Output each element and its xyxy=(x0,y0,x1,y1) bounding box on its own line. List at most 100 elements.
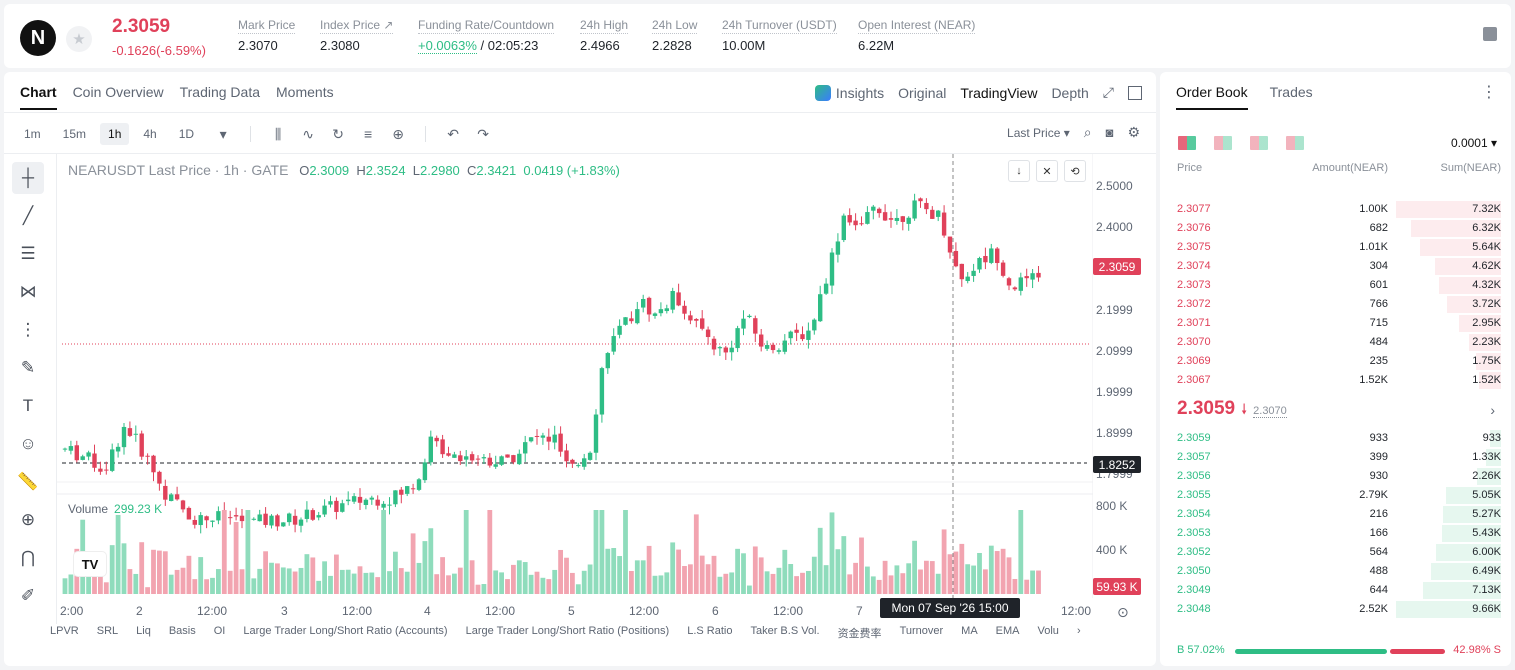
orderbook-row[interactable]: 2.3049 644 7.13K xyxy=(1160,581,1511,600)
tab-chart[interactable]: Chart xyxy=(20,84,57,110)
indicator-item[interactable]: 资金费率 xyxy=(837,628,882,640)
view-depth[interactable]: Depth xyxy=(1051,84,1089,101)
indicator-item[interactable]: Taker B.S Vol. xyxy=(750,625,820,637)
horizontal-lines-icon[interactable]: ☰ xyxy=(20,244,36,263)
indicator-item[interactable]: Turnover xyxy=(899,625,944,637)
tab-trades[interactable]: Trades xyxy=(1269,84,1313,100)
candle-type-icon[interactable]: ⫼ xyxy=(274,126,282,142)
fib-icon[interactable]: ⋮ xyxy=(19,320,37,339)
favorite-star-icon[interactable]: ★ xyxy=(66,26,92,52)
indicators-icon[interactable]: ∿ xyxy=(302,126,314,142)
orderbook-row[interactable]: 2.3072 766 3.72K xyxy=(1160,295,1511,314)
fullscreen-icon[interactable] xyxy=(1128,85,1142,100)
timeframe-15m[interactable]: 15m xyxy=(62,127,87,141)
indicator-item[interactable]: OI xyxy=(213,625,226,637)
x-tick: 6 xyxy=(712,604,719,618)
candle-body xyxy=(80,456,85,460)
emoji-icon[interactable]: ☺ xyxy=(19,434,37,453)
orderbook-row[interactable]: 2.3055 2.79K 5.05K xyxy=(1160,486,1511,505)
indicator-item[interactable]: L.S Ratio xyxy=(687,625,733,637)
view-original[interactable]: Original xyxy=(898,84,947,101)
orderbook-row[interactable]: 2.3075 1.01K 5.64K xyxy=(1160,238,1511,257)
pattern-icon[interactable]: ⋈ xyxy=(19,282,37,301)
orderbook-row[interactable]: 2.3059 933 933 xyxy=(1160,429,1511,448)
collapse-icon[interactable]: ✕ xyxy=(1036,160,1058,182)
stat-index-price[interactable]: Index Price ↗ 2.3080 xyxy=(320,18,394,53)
timeframe-4h[interactable]: 4h xyxy=(143,127,157,141)
tab-moments[interactable]: Moments xyxy=(276,84,334,100)
indicator-item[interactable]: Large Trader Long/Short Ratio (Accounts) xyxy=(243,625,448,637)
orderbook-row[interactable]: 2.3052 564 6.00K xyxy=(1160,543,1511,562)
orderbook-row[interactable]: 2.3053 166 5.43K xyxy=(1160,524,1511,543)
orderbook-row[interactable]: 2.3069 235 1.75K xyxy=(1160,352,1511,371)
volume-bar xyxy=(711,555,717,594)
indicator-item[interactable]: SRL xyxy=(96,625,119,637)
chevron-right-icon[interactable]: › xyxy=(1076,625,1081,637)
orderbook-row[interactable]: 2.3067 1.52K 1.52K xyxy=(1160,371,1511,390)
candle-body xyxy=(641,299,646,308)
layout-bids-icon[interactable] xyxy=(1214,136,1232,150)
expand-icon[interactable]: ⤢ xyxy=(1102,84,1114,100)
gear-icon[interactable]: ⚙ xyxy=(1127,124,1140,140)
orderbook-row[interactable]: 2.3076 682 6.32K xyxy=(1160,219,1511,238)
indicator-item[interactable]: Basis xyxy=(168,625,196,637)
add-alert-icon[interactable]: ⊕ xyxy=(392,126,404,142)
pencil-lock-icon[interactable]: ✐ xyxy=(20,586,36,605)
orderbook-row[interactable]: 2.3054 216 5.27K xyxy=(1160,505,1511,524)
tab-coin-overview[interactable]: Coin Overview xyxy=(72,84,164,100)
arrow-down-icon[interactable]: ↓ xyxy=(1008,160,1030,182)
volume-bar xyxy=(475,584,481,594)
brush-icon[interactable]: ✎ xyxy=(20,358,36,377)
refresh-icon[interactable]: ⟲ xyxy=(1064,160,1086,182)
templates-icon[interactable]: ≡ xyxy=(363,126,373,142)
layout-compact-icon[interactable] xyxy=(1286,136,1304,150)
funding-rate-value[interactable]: +0.0063% xyxy=(418,38,477,54)
trendline-icon[interactable]: ╱ xyxy=(22,206,34,225)
orderbook-row[interactable]: 2.3077 1.00K 7.32K xyxy=(1160,200,1511,219)
orderbook-row[interactable]: 2.3056 930 2.26K xyxy=(1160,467,1511,486)
indicator-item[interactable]: Liq xyxy=(136,625,151,637)
tab-order-book[interactable]: Order Book xyxy=(1176,84,1248,110)
orderbook-row[interactable]: 2.3074 304 4.62K xyxy=(1160,257,1511,276)
layout-both-icon[interactable] xyxy=(1178,136,1196,150)
ruler-icon[interactable]: 📏 xyxy=(17,472,39,491)
indicator-item[interactable]: MA xyxy=(961,625,978,637)
precision-select[interactable]: 0.0001 ▾ xyxy=(1450,136,1497,150)
timeframe-1d[interactable]: 1D xyxy=(178,127,195,141)
text-tool-icon[interactable]: T xyxy=(22,396,34,415)
magnet-icon[interactable]: ⋂ xyxy=(21,548,35,567)
chevron-right-icon[interactable]: › xyxy=(1490,402,1495,418)
zoom-in-icon[interactable]: ⊕ xyxy=(20,510,36,529)
tab-trading-data[interactable]: Trading Data xyxy=(179,84,261,100)
replay-icon[interactable]: ↻ xyxy=(332,126,344,142)
orderbook-row[interactable]: 2.3048 2.52K 9.66K xyxy=(1160,600,1511,619)
orderbook-row[interactable]: 2.3057 399 1.33K xyxy=(1160,448,1511,467)
camera-icon[interactable]: ◙ xyxy=(1105,125,1114,140)
orderbook-row[interactable]: 2.3073 601 4.32K xyxy=(1160,276,1511,295)
candle-body xyxy=(670,291,675,310)
more-icon[interactable]: ⋮ xyxy=(1481,84,1497,101)
search-icon[interactable]: ⌕ xyxy=(1083,124,1092,140)
price-chart[interactable] xyxy=(57,154,1093,598)
view-insights[interactable]: Insights xyxy=(814,84,884,101)
layout-asks-icon[interactable] xyxy=(1250,136,1268,150)
orderbook-row[interactable]: 2.3071 715 2.95K xyxy=(1160,314,1511,333)
candle-body xyxy=(747,315,752,318)
view-tradingview[interactable]: TradingView xyxy=(960,84,1038,101)
timeframe-1m[interactable]: 1m xyxy=(24,127,41,141)
redo-icon[interactable]: ↷ xyxy=(477,126,489,142)
undo-icon[interactable]: ↶ xyxy=(447,126,459,142)
price-type-select[interactable]: Last Price ▾ xyxy=(1007,125,1070,140)
indicator-item[interactable]: Volu xyxy=(1037,625,1059,637)
indicator-item[interactable]: Large Trader Long/Short Ratio (Positions… xyxy=(465,625,670,637)
orderbook-row[interactable]: 2.3050 488 6.49K xyxy=(1160,562,1511,581)
row-amount: 601 xyxy=(1369,279,1388,291)
crosshair-icon[interactable]: ┼ xyxy=(12,162,44,194)
axis-settings-icon[interactable]: ⊙ xyxy=(1117,604,1129,620)
orderbook-row[interactable]: 2.3070 484 2.23K xyxy=(1160,333,1511,352)
timeframe-1h[interactable]: 1h xyxy=(100,123,130,145)
indicator-item[interactable]: EMA xyxy=(995,625,1020,637)
indicator-item[interactable]: LPVR xyxy=(50,625,79,637)
chevron-down-icon[interactable]: ▾ xyxy=(219,126,227,142)
book-icon[interactable] xyxy=(1483,27,1497,41)
